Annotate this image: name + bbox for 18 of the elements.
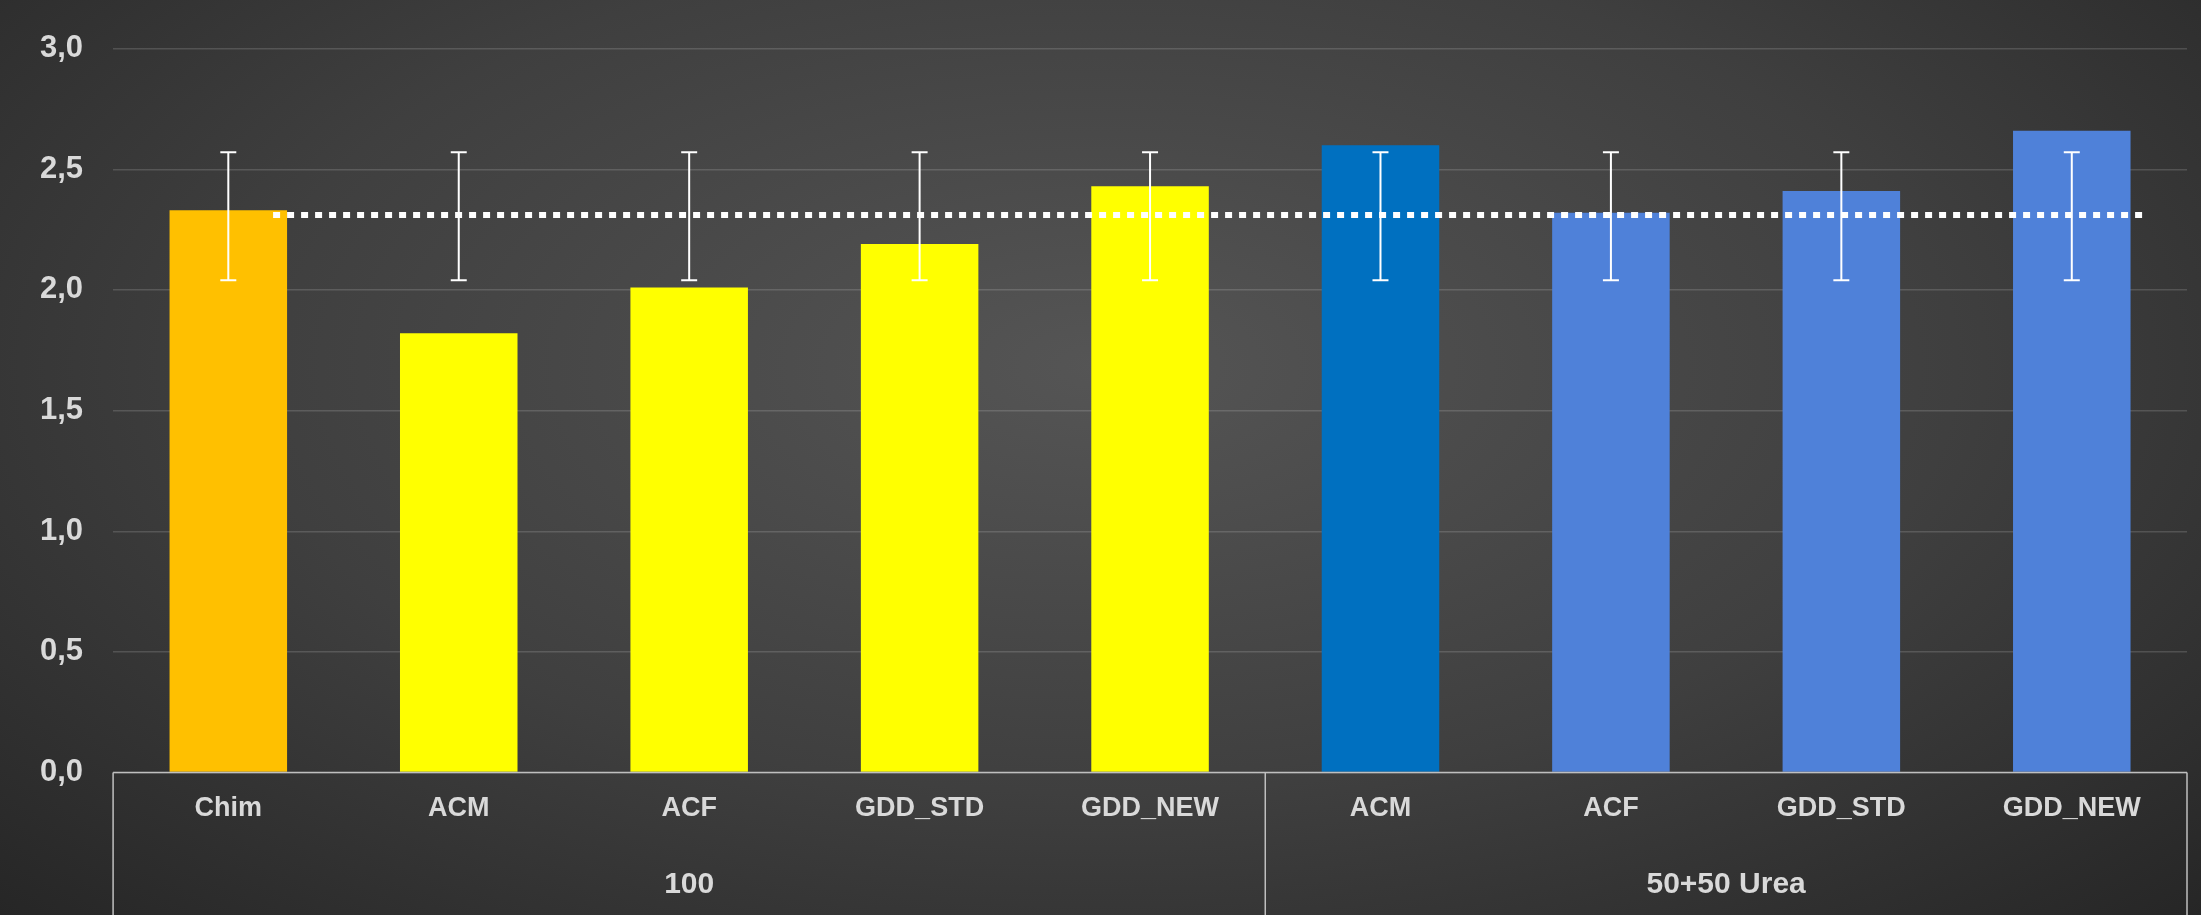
y-tick-label: 1,0	[39, 511, 84, 547]
x-tick-label: ACF	[1583, 792, 1639, 823]
text: 50+50 Urea	[1646, 865, 1807, 899]
x-tick-label: GDD_STD	[1776, 792, 1906, 823]
y-tick-label: 1,5	[39, 391, 84, 427]
x-tick-label: ACM	[428, 792, 490, 823]
x-tick-label: Chim	[194, 792, 263, 823]
y-tick-label: 0,5	[39, 632, 84, 668]
x-tick-label: GDD_NEW	[1081, 792, 1220, 823]
x-tick-label: ACM	[1349, 792, 1412, 823]
y-tick-label: 2,0	[39, 270, 84, 306]
x-tick-label: ACF	[661, 792, 717, 823]
text: 100	[664, 865, 715, 899]
y-tick-label: 2,5	[39, 149, 84, 185]
y-tick-label: 3,0	[39, 29, 84, 65]
y-tick-label: 0,0	[39, 753, 84, 789]
x-tick-label: GDD_STD	[855, 792, 985, 823]
x-tick-label: GDD_NEW	[2002, 792, 2142, 823]
